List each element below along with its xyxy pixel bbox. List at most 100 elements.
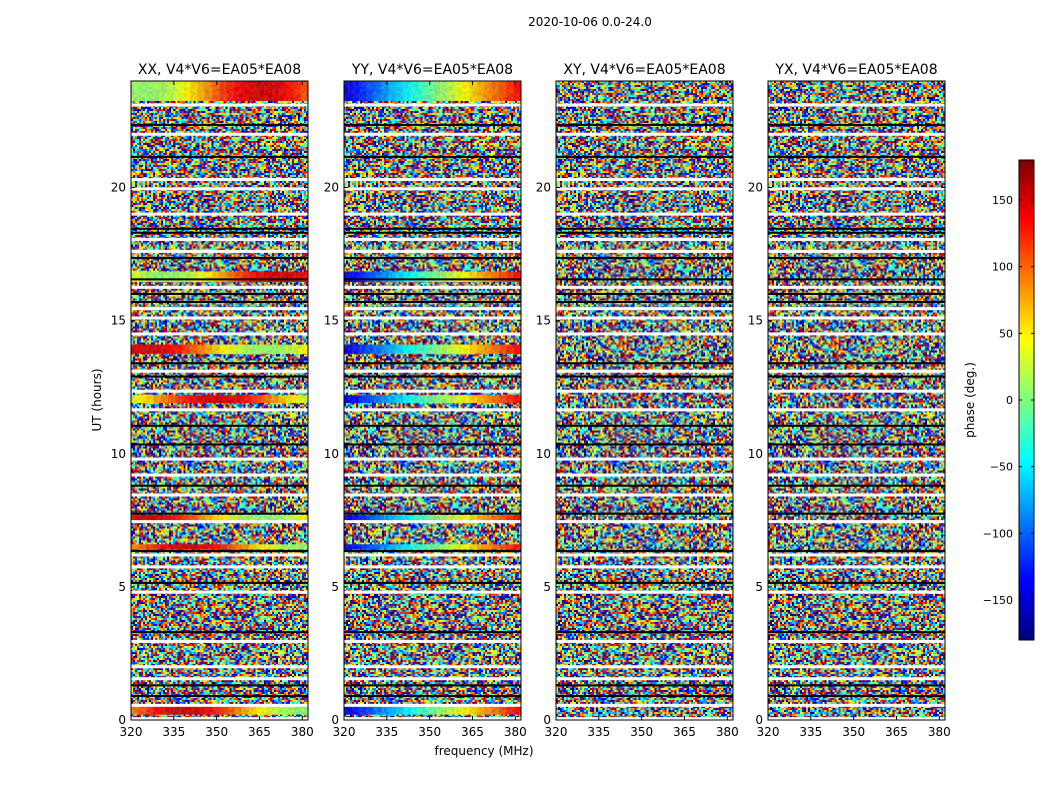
y-tick-label: 5 [543,580,551,594]
coherent-band [506,395,515,404]
coherent-band [204,271,213,283]
flag-white [768,677,945,681]
coherent-band [300,544,308,550]
coherent-band [366,271,374,283]
coherent-band [263,344,272,354]
coherent-band [226,271,235,283]
coherent-band [513,81,521,101]
coherent-band [226,395,235,404]
flag-black [768,375,945,378]
flag-white [556,369,733,373]
coherent-band [462,544,470,550]
flag-white [768,249,945,253]
flag-white [344,178,521,182]
coherent-band [447,81,456,101]
coherent-band [160,344,169,354]
coherent-band [484,704,492,715]
flag-white [556,565,733,569]
flag-black [344,227,521,230]
flag-black [768,512,945,515]
coherent-band [226,514,235,521]
coherent-band [145,271,154,283]
coherent-band [439,271,448,283]
flag-white [344,665,521,669]
flag-white [344,316,521,320]
flag-black [344,684,521,687]
coherent-band [380,81,389,101]
flag-white [344,103,521,107]
coherent-band [484,544,492,550]
panel-frame [767,80,946,721]
coherent-band [366,344,374,354]
coherent-band [234,395,243,404]
coherent-band [145,514,154,521]
coherent-band [403,344,411,354]
coherent-band [432,81,441,101]
x-tick-label: 350 [418,725,441,739]
flag-white [768,665,945,669]
coherent-band [432,271,441,283]
coherent-band [138,271,147,283]
coherent-band [249,81,257,101]
coherent-band [249,514,257,521]
coherent-band [138,514,147,521]
flag-white [131,307,308,311]
panel-title: YY, V4*V6=EA05*EA08 [351,62,513,78]
coherent-band [417,514,426,521]
coherent-band [256,344,265,354]
coherent-band [131,514,139,521]
flag-black [131,293,308,295]
coherent-band [175,704,184,715]
coherent-band [241,81,250,101]
flag-white [556,187,733,191]
flag-white [768,285,945,289]
coherent-band [366,544,374,550]
coherent-band [153,81,161,101]
flag-black [131,484,308,487]
coherent-band [462,704,470,715]
coherent-band [263,395,272,404]
coherent-band [358,344,367,354]
coherent-band [410,271,419,283]
flag-white [344,553,521,557]
flag-black [131,512,308,515]
flag-black [131,443,308,446]
flag-white [768,590,945,594]
coherent-band [212,81,220,101]
colorbar-tick-label: 100 [992,261,1013,274]
coherent-band [234,344,243,354]
coherent-band [498,514,507,521]
coherent-band [249,395,257,404]
flag-white [556,237,733,241]
coherent-band [425,344,433,354]
coherent-band [403,704,411,715]
coherent-band [439,514,448,521]
coherent-band [439,395,448,404]
coherent-band [197,514,206,521]
coherent-band [506,81,515,101]
coherent-band [344,344,352,354]
coherent-band [160,544,169,550]
coherent-band [263,81,272,101]
flag-white [131,332,308,336]
flag-white [131,665,308,669]
coherent-band [219,81,228,101]
coherent-band [469,395,478,404]
coherent-band [182,395,191,404]
coherent-band [175,81,184,101]
flag-white [344,332,521,336]
flag-black [556,443,733,446]
flag-white [556,307,733,311]
coherent-band [410,395,419,404]
flag-black [556,300,733,303]
coherent-band [513,395,521,404]
flag-white [768,565,945,569]
coherent-band [344,271,352,283]
coherent-band [388,544,397,550]
flag-white [131,408,308,412]
coherent-band [358,271,367,283]
figure-title: 2020-10-06 0.0-24.0 [528,15,652,29]
coherent-band [271,544,279,550]
coherent-band [469,81,478,101]
coherent-band [380,271,389,283]
